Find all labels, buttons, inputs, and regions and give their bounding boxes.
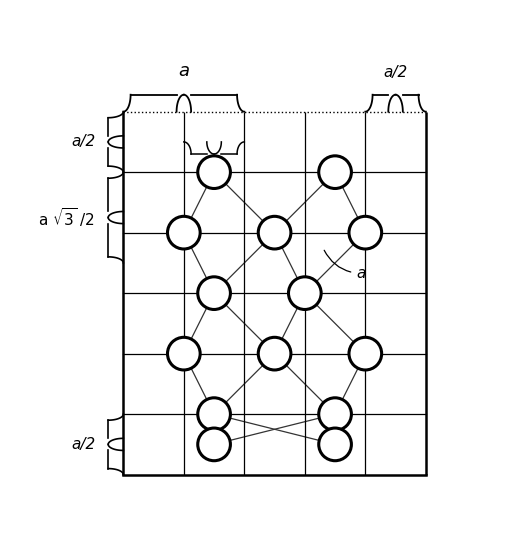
Circle shape (167, 337, 200, 370)
Text: a: a (178, 62, 190, 80)
Circle shape (258, 337, 291, 370)
Text: a: a (324, 250, 366, 281)
Circle shape (319, 398, 352, 431)
Circle shape (198, 156, 230, 189)
Circle shape (319, 156, 352, 189)
Circle shape (288, 277, 321, 310)
Circle shape (198, 428, 230, 461)
Text: a $\sqrt{3}$ /2: a $\sqrt{3}$ /2 (38, 206, 95, 229)
Text: a/2: a/2 (72, 134, 96, 150)
Circle shape (258, 216, 291, 249)
Circle shape (349, 216, 382, 249)
Text: a/2: a/2 (72, 437, 96, 452)
Text: a/2: a/2 (383, 65, 408, 80)
Text: $a\sqrt{2}$: $a\sqrt{2}$ (199, 165, 229, 184)
Circle shape (349, 337, 382, 370)
Circle shape (198, 398, 230, 431)
Circle shape (167, 216, 200, 249)
Circle shape (319, 428, 352, 461)
Circle shape (198, 277, 230, 310)
